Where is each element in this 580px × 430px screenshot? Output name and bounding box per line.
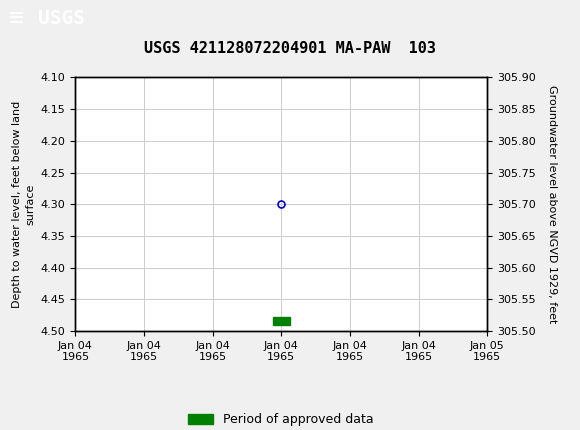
Y-axis label: Groundwater level above NGVD 1929, feet: Groundwater level above NGVD 1929, feet <box>547 85 557 323</box>
Y-axis label: Depth to water level, feet below land
surface: Depth to water level, feet below land su… <box>12 101 35 308</box>
Text: USGS 421128072204901 MA-PAW  103: USGS 421128072204901 MA-PAW 103 <box>144 41 436 56</box>
Bar <box>273 317 289 325</box>
Text: USGS: USGS <box>38 9 85 28</box>
Legend: Period of approved data: Period of approved data <box>183 408 379 430</box>
Text: ≡: ≡ <box>9 6 24 30</box>
